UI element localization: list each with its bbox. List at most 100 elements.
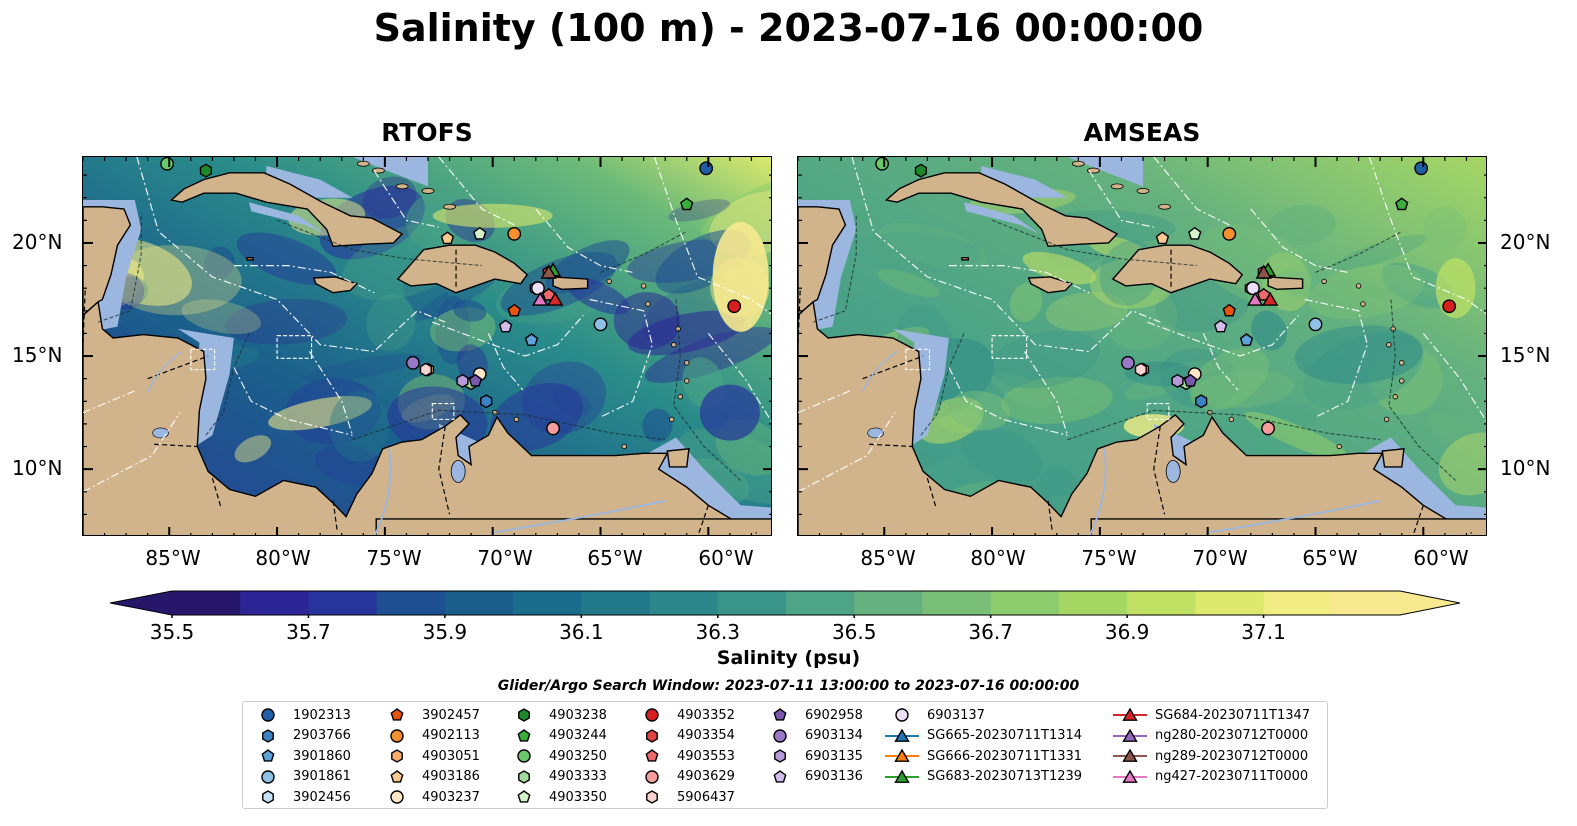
- legend-marker-icon: [518, 708, 530, 722]
- marker-3901861: [1308, 317, 1323, 332]
- colorbar-bin: [1263, 591, 1333, 615]
- legend-label: 4902113: [422, 728, 480, 743]
- amseas-map[interactable]: [797, 156, 1487, 536]
- marker-4903238: [199, 163, 213, 178]
- colorbar-bin: [581, 591, 651, 615]
- legend-label: 4903237: [422, 789, 480, 805]
- axis-ticks: [798, 157, 1486, 535]
- legend-label: ng289-20230712T0000: [1155, 748, 1309, 764]
- legend-label: SG665-20230711T1314: [927, 728, 1083, 743]
- legend-glyph: [517, 749, 531, 763]
- colorbar-label: Salinity (psu): [716, 647, 861, 669]
- legend-glyph: [261, 749, 275, 762]
- legend-item: 4902113: [378, 726, 480, 746]
- legend-glyph: [1122, 728, 1138, 742]
- legend-marker-icon: [517, 790, 531, 803]
- marker-4903238: [914, 163, 928, 178]
- colorbar-bin: [1127, 591, 1196, 615]
- legend-glyph: [518, 708, 530, 722]
- legend-item: 4903237: [378, 787, 480, 807]
- land-trinidad: [666, 448, 690, 468]
- lon-label-60w-rtofs: 60°W: [698, 546, 754, 570]
- colorbar-extend-high: [1400, 591, 1460, 615]
- legend-item: 4903250: [505, 746, 607, 766]
- legend-label: 6903135: [805, 748, 863, 764]
- marker-4903553: [542, 287, 556, 301]
- legend-item: ng427-20230711T0000: [1111, 767, 1308, 787]
- legend-label: 4903553: [677, 748, 735, 764]
- marker-6902958: [1183, 373, 1198, 387]
- lat-label-10n-right: 10°N: [1500, 456, 1551, 480]
- colorbar-tick-label: 36.5: [831, 620, 877, 644]
- legend-label: 3901860: [293, 748, 351, 764]
- legend-item: 3901860: [249, 746, 351, 766]
- land-hispaniola: [1111, 244, 1244, 294]
- axis-ticks: [83, 157, 771, 535]
- legend-glyph: [517, 790, 531, 803]
- legend-label: 6903137: [927, 707, 985, 723]
- legend-glyph: [645, 769, 659, 784]
- legend-item: 4903553: [633, 746, 735, 766]
- legend-label: SG683-20230713T1239: [927, 769, 1083, 784]
- legend-item: 6903136: [761, 767, 863, 787]
- marker-3901860: [1239, 333, 1254, 346]
- land-masses: [83, 172, 771, 535]
- colorbar-bin: [1331, 591, 1401, 615]
- legend-marker-icon: [518, 769, 530, 784]
- legend-item: SG666-20230711T1331: [883, 746, 1082, 766]
- legend-item: 6903134: [761, 726, 863, 746]
- land-yucatan: [798, 206, 847, 317]
- legend-marker-icon: [773, 728, 787, 743]
- colorbar-extend-low: [110, 591, 172, 615]
- glider-SG684-20230711T1347: [1261, 291, 1279, 306]
- colorbar-tick-label: 35.5: [149, 620, 195, 644]
- legend-marker-icon: [1113, 748, 1147, 762]
- legend-glyph: [517, 728, 531, 742]
- rtofs-map[interactable]: [82, 156, 772, 536]
- marker-6903136: [1213, 319, 1228, 333]
- legend-glyph: [262, 728, 274, 743]
- marker-4903553: [1257, 287, 1271, 301]
- legend-marker-icon: [262, 728, 274, 743]
- legend-glyph: [1122, 748, 1138, 762]
- marker-4903629: [1261, 421, 1275, 436]
- legend-label: 1902313: [293, 707, 351, 723]
- legend-marker-icon: [645, 708, 659, 722]
- panel-title-rtofs: RTOFS: [381, 118, 473, 147]
- legend-marker-icon: [774, 749, 786, 763]
- legend-marker-icon: [1113, 707, 1147, 721]
- colorbar-tick-label: 35.9: [422, 620, 468, 644]
- legend-item: 6903137: [883, 705, 985, 725]
- marker-2903766: [1195, 394, 1208, 409]
- land-cuba: [884, 172, 1119, 248]
- colorbar-tick-label: 36.3: [695, 620, 741, 644]
- colorbar-bin: [990, 591, 1060, 615]
- legend-marker-icon: [885, 748, 919, 762]
- legend-marker-icon: [773, 769, 787, 783]
- marker-5906437: [1134, 362, 1147, 377]
- legend-label: 6903136: [805, 769, 863, 784]
- colorbar-bin: [172, 591, 241, 615]
- marker-1902313: [699, 161, 714, 176]
- glider-SG684-20230711T1347: [546, 291, 564, 306]
- legend-item: 4903629: [633, 767, 735, 787]
- marker-6903135: [1171, 373, 1184, 388]
- legend-item: 6902958: [761, 705, 863, 725]
- marker-6903136: [498, 319, 513, 333]
- land-cuba: [169, 172, 404, 248]
- legend-item: 4903244: [505, 726, 607, 746]
- marker-6903137: [1246, 281, 1260, 296]
- colorbar-tick-label: 36.1: [559, 620, 604, 644]
- legend-marker-icon: [885, 728, 919, 742]
- colorbar-tick-label: 36.7: [968, 620, 1013, 644]
- legend-label: SG666-20230711T1331: [927, 748, 1083, 764]
- legend-item: 6903135: [761, 746, 863, 766]
- colorbar-bin: [376, 591, 446, 615]
- legend-label: 6902958: [805, 707, 863, 723]
- lon-label-85w-amseas: 85°W: [860, 546, 916, 570]
- lat-label-20n-left: 20°N: [12, 230, 63, 254]
- legend-marker-icon: [1113, 728, 1147, 742]
- colorbar-bin: [513, 591, 582, 615]
- legend-glyph: [390, 708, 404, 721]
- colorbar-bin: [308, 591, 378, 615]
